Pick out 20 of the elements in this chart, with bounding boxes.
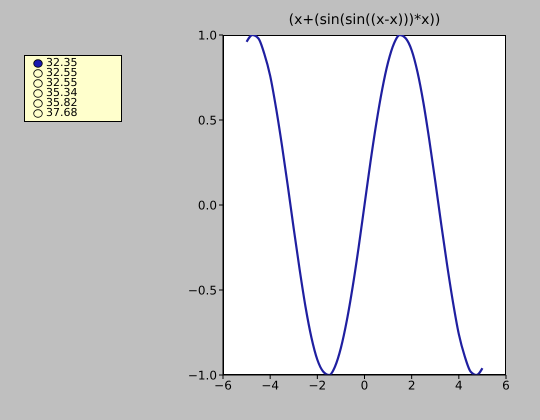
x-tick-label: 0 [360,378,368,393]
x-tick-label: −4 [261,378,280,393]
x-tick-label: −2 [308,378,326,393]
x-tick-label: 4 [455,378,463,393]
y-tick-label: −0.5 [188,283,217,298]
y-tick-label: 0.0 [198,198,217,212]
text: 32.55 [46,66,78,79]
x-tick-label: −6 [214,378,232,393]
text: 37.68 [46,106,78,119]
text: 32.35 [46,56,78,69]
chart-title: (x+(sin(sin((x-x)))*x)) [288,12,442,28]
y-tick-label: −1.0 [188,368,217,382]
y-tick-label: 0.5 [198,113,217,128]
text: 32.55 [46,76,78,89]
line-series [245,35,484,375]
x-tick-label: 2 [408,378,416,393]
text: 35.82 [46,96,78,109]
x-tick-label: 6 [502,378,510,393]
y-tick-label: 1.0 [198,28,217,42]
text: 35.34 [46,86,78,99]
